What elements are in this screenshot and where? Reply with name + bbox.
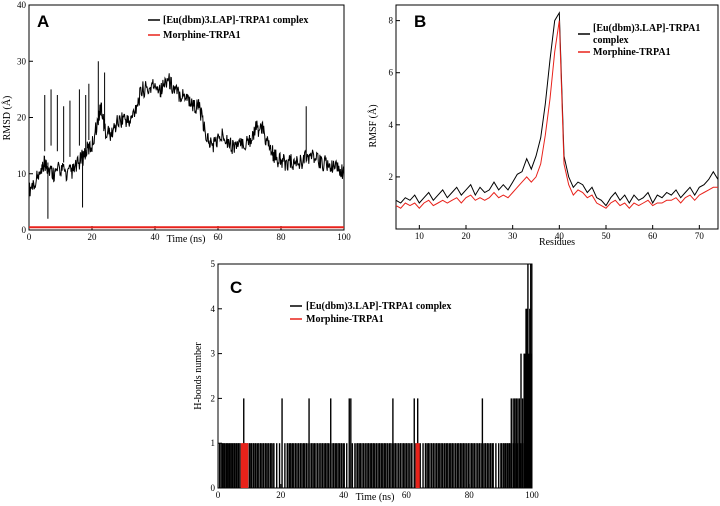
panel-b-plot-frame — [395, 4, 719, 230]
panel-a-x-tick-label: 0 — [27, 232, 32, 242]
panel-c-x-tick-label: 0 — [216, 490, 221, 500]
panel-b-y-ticks: 2 4 6 8 — [389, 16, 400, 182]
panel-a-legend-complex: [Eu(dbm)3.LAP]-TRPA1 complex — [163, 15, 308, 26]
panel-a-label: A — [37, 12, 49, 31]
panel-a-legend-morphine: Morphine-TRPA1 — [163, 30, 241, 41]
panel-c-y-ticks: 0 1 2 3 4 5 — [211, 259, 222, 493]
panel-b-x-tick-label: 60 — [648, 231, 658, 241]
panel-c-y-axis-label: H-bonds number — [193, 342, 204, 410]
panel-a-y-axis-label: RMSD (Å) — [1, 96, 13, 141]
panel-c-legend-morphine: Morphine-TRPA1 — [306, 314, 384, 325]
panel-a-y-tick-label: 40 — [17, 0, 27, 10]
panel-b-x-tick-label: 40 — [555, 231, 565, 241]
panel-b-legend-morphine: Morphine-TRPA1 — [593, 47, 671, 58]
panel-b-series-complex-line — [395, 11, 719, 207]
panel-c-label: C — [230, 278, 242, 297]
panel-b-x-tick-label: 70 — [695, 231, 705, 241]
panel-c-legend: [Eu(dbm)3.LAP]-TRPA1 complex Morphine-TR… — [290, 301, 451, 325]
panel-c-x-tick-label: 20 — [276, 490, 286, 500]
panel-b-y-tick-label: 4 — [389, 120, 394, 130]
panel-c-series — [218, 264, 533, 488]
panel-a-rmsd-time: A 0 10 20 30 40 0 20 40 60 80 100 Time (ns) RMSD … — [1, 0, 351, 245]
panel-a-legend: [Eu(dbm)3.LAP]-TRPA1 complex Morphine-TR… — [148, 15, 308, 41]
panel-b-series — [395, 11, 719, 209]
panel-a-series-complex-line — [28, 73, 345, 200]
panel-c-hbonds-time: C 0 1 2 3 4 5 0 20 40 60 80 100 Time (ns) H-bonds … — [193, 259, 539, 503]
panel-c-x-tick-label: 80 — [465, 490, 475, 500]
panel-b-legend-complex-line2: complex — [593, 35, 629, 46]
panel-c-x-tick-label: 40 — [339, 490, 349, 500]
panel-b-series-morphine-line — [395, 20, 718, 209]
panel-c-y-tick-label: 1 — [211, 438, 216, 448]
panel-a-x-tick-label: 40 — [151, 232, 161, 242]
panel-c-y-tick-label: 4 — [211, 304, 216, 314]
panel-b-y-tick-label: 6 — [389, 68, 394, 78]
panel-b-y-tick-label: 8 — [389, 16, 394, 26]
panel-a-y-tick-label: 20 — [17, 113, 27, 123]
panel-b-legend: [Eu(dbm)3.LAP]-TRPA1 complex Morphine-TR… — [578, 23, 703, 58]
panel-b-x-tick-label: 20 — [462, 231, 472, 241]
panel-a-x-tick-label: 100 — [337, 232, 351, 242]
panel-a-x-ticks: 0 20 40 60 80 100 — [27, 226, 351, 242]
panel-b-x-tick-label: 30 — [508, 231, 518, 241]
panel-a-plot-frame — [28, 4, 345, 231]
panel-c-y-tick-label: 0 — [211, 483, 216, 493]
panel-b-x-tick-label: 50 — [602, 231, 612, 241]
panel-b-y-tick-label: 2 — [389, 172, 394, 182]
panel-b-x-tick-label: 10 — [415, 231, 425, 241]
panel-a-x-tick-label: 80 — [277, 232, 287, 242]
panel-c-x-tick-label: 100 — [525, 490, 539, 500]
panel-a-x-axis-label: Time (ns) — [167, 234, 206, 245]
panel-a-y-tick-label: 10 — [17, 169, 27, 179]
panel-b-x-axis-label: Residues — [539, 237, 575, 248]
panel-c-x-axis-label: Time (ns) — [356, 492, 395, 503]
panel-c-y-tick-label: 2 — [211, 393, 216, 403]
panel-a-y-tick-label: 30 — [17, 56, 27, 66]
panel-a-series — [28, 61, 345, 229]
panel-c-x-tick-label: 60 — [402, 490, 412, 500]
panel-b-legend-complex-line1: [Eu(dbm)3.LAP]-TRPA1 — [593, 23, 700, 34]
panel-a-x-tick-label: 20 — [88, 232, 98, 242]
panel-c-legend-complex: [Eu(dbm)3.LAP]-TRPA1 complex — [306, 301, 451, 312]
panel-b-label: B — [414, 12, 426, 31]
panel-a-x-tick-label: 60 — [214, 232, 224, 242]
panel-c-y-tick-label: 5 — [211, 259, 216, 269]
panel-c-y-tick-label: 3 — [211, 349, 216, 359]
panel-b-legend-complex: [Eu(dbm)3.LAP]-TRPA1 complex — [593, 23, 703, 46]
panel-a-y-ticks: 0 10 20 30 40 — [17, 0, 33, 235]
panel-b-x-ticks: 10 20 30 40 50 60 70 — [415, 225, 704, 241]
panel-b-y-axis-label: RMSF (Å) — [367, 104, 379, 147]
panel-a-y-tick-label: 0 — [22, 225, 27, 235]
